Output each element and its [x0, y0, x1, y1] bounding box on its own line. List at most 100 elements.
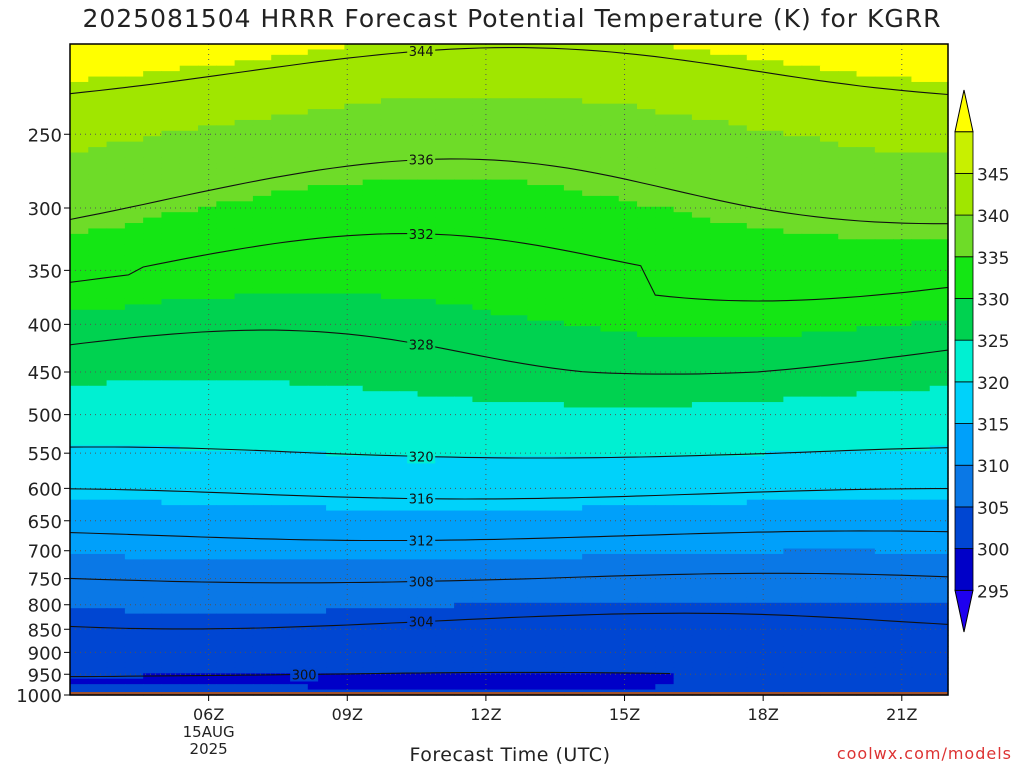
field-cell — [691, 49, 711, 56]
field-cell — [563, 81, 583, 88]
field-cell — [271, 212, 291, 219]
field-cell — [271, 320, 291, 327]
field-cell — [252, 369, 272, 376]
field-cell — [216, 87, 236, 94]
field-cell — [801, 423, 821, 430]
field-cell — [893, 92, 913, 99]
field-cell — [161, 402, 181, 409]
field-cell — [691, 461, 711, 468]
field-cell — [362, 559, 382, 566]
field-cell — [600, 559, 620, 566]
field-cell — [472, 326, 492, 333]
field-cell — [435, 201, 455, 208]
field-cell — [70, 532, 89, 539]
field-cell — [198, 440, 217, 447]
field-cell — [326, 136, 345, 143]
field-cell — [399, 195, 419, 202]
field-cell — [472, 223, 492, 230]
field-cell — [618, 342, 638, 349]
field-cell — [691, 380, 711, 387]
field-cell — [509, 266, 528, 273]
field-cell — [545, 591, 565, 598]
field-cell — [582, 76, 602, 83]
field-cell — [198, 326, 217, 333]
field-cell — [70, 412, 89, 419]
field-cell — [691, 65, 711, 72]
field-cell — [801, 271, 821, 278]
field-cell — [161, 168, 181, 175]
field-cell — [490, 499, 510, 506]
field-cell — [527, 336, 547, 343]
field-cell — [417, 114, 437, 121]
field-cell — [106, 147, 126, 154]
field-cell — [70, 206, 89, 213]
field-cell — [765, 450, 784, 457]
field-cell — [472, 60, 492, 67]
field-cell — [856, 505, 876, 512]
field-cell — [819, 195, 839, 202]
field-cell — [399, 282, 419, 289]
field-cell — [307, 526, 327, 533]
field-cell — [765, 179, 784, 186]
field-cell — [600, 309, 620, 316]
field-cell — [911, 114, 931, 121]
field-cell — [161, 499, 181, 506]
field-cell — [893, 125, 913, 132]
field-cell — [124, 217, 144, 224]
field-cell — [893, 526, 913, 533]
field-cell — [527, 103, 547, 110]
field-cell — [838, 223, 858, 230]
field-cell — [545, 282, 565, 289]
field-cell — [637, 586, 656, 593]
field-cell — [344, 543, 364, 550]
field-cell — [70, 141, 89, 148]
field-cell — [289, 190, 309, 197]
field-cell — [746, 553, 766, 560]
field-cell — [271, 255, 291, 262]
field-cell — [252, 255, 272, 262]
field-cell — [362, 331, 382, 338]
field-cell — [582, 266, 602, 273]
field-cell — [801, 190, 821, 197]
field-cell — [691, 206, 711, 213]
field-cell — [143, 157, 163, 164]
field-cell — [216, 418, 236, 425]
field-cell — [472, 450, 492, 457]
field-cell — [838, 543, 858, 550]
field-cell — [161, 353, 181, 360]
field-cell — [198, 255, 217, 262]
field-cell — [143, 239, 163, 246]
field-cell — [271, 331, 291, 338]
field-cell — [563, 369, 583, 376]
field-cell — [88, 244, 108, 251]
field-cell — [124, 385, 144, 392]
field-cell — [70, 298, 89, 305]
field-cell — [783, 168, 803, 175]
field-cell — [819, 342, 839, 349]
field-cell — [746, 109, 766, 116]
field-cell — [307, 543, 327, 550]
field-cell — [362, 472, 382, 479]
field-cell — [216, 602, 236, 609]
field-cell — [765, 293, 784, 300]
field-cell — [472, 103, 492, 110]
field-cell — [911, 570, 931, 577]
field-cell — [527, 201, 547, 208]
field-cell — [783, 434, 803, 441]
field-cell — [783, 543, 803, 550]
field-cell — [344, 456, 364, 463]
field-cell — [600, 315, 620, 322]
field-cell — [563, 195, 583, 202]
field-cell — [234, 136, 254, 143]
field-cell — [838, 347, 858, 354]
field-cell — [801, 450, 821, 457]
field-cell — [271, 521, 291, 528]
field-cell — [838, 374, 858, 381]
field-cell — [509, 174, 528, 181]
field-cell — [380, 119, 400, 126]
field-cell — [362, 163, 382, 170]
field-cell — [527, 44, 547, 51]
field-cell — [911, 179, 931, 186]
field-cell — [819, 385, 839, 392]
field-cell — [161, 478, 181, 485]
